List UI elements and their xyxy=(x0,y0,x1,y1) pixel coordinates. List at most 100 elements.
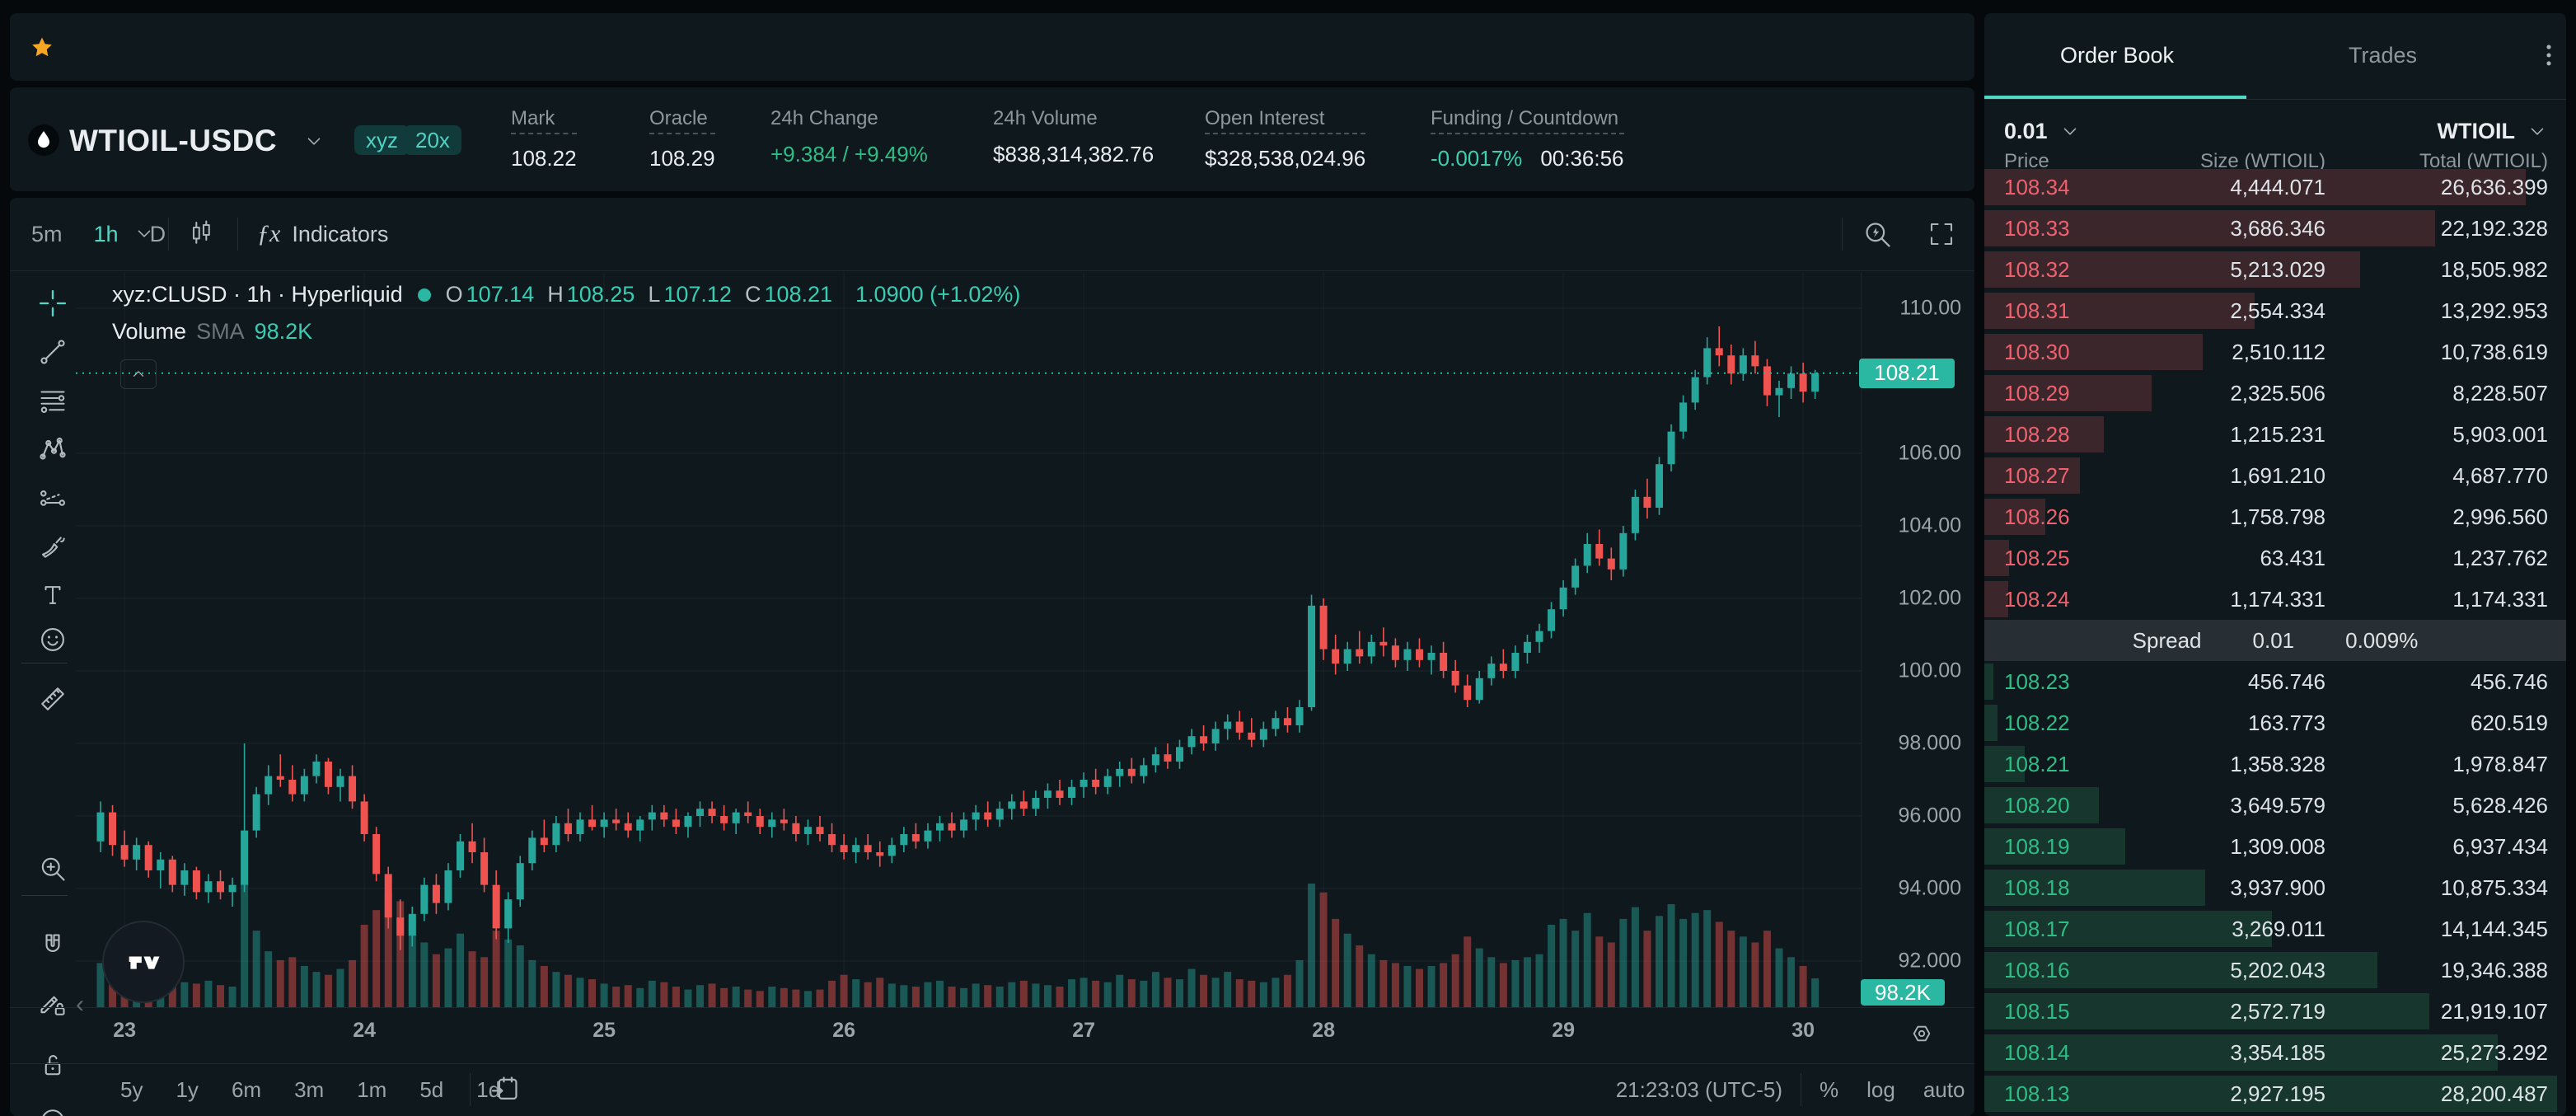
volume-tag: 98.2K xyxy=(1861,979,1945,1006)
bid-row[interactable]: 108.14 3,354.185 25,273.292 xyxy=(1984,1032,2566,1073)
bid-row[interactable]: 108.17 3,269.011 14,144.345 xyxy=(1984,908,2566,950)
stat-value: +9.384 / +9.49% xyxy=(770,142,928,166)
interval-5m[interactable]: 5m xyxy=(31,221,63,246)
favorite-star-icon[interactable] xyxy=(30,35,54,60)
collapse-toolbar-arrow[interactable]: ‹ xyxy=(76,991,84,1018)
leverage-badge[interactable]: 20x xyxy=(404,125,461,155)
total-cell: 620.519 xyxy=(2471,710,2548,735)
tick-size-select[interactable]: 0.01 xyxy=(2004,112,2081,150)
candlestick-chart[interactable] xyxy=(76,272,1861,1007)
indicators-label: Indicators xyxy=(292,221,389,246)
ask-row[interactable]: 108.28 1,215.231 5,903.001 xyxy=(1984,414,2566,455)
price-cell: 108.21 xyxy=(2004,751,2070,776)
price-cell: 108.26 xyxy=(2004,504,2070,529)
divider xyxy=(21,895,68,896)
price-cell: 108.20 xyxy=(2004,792,2070,818)
series-title[interactable]: xyz:CLUSD · 1h · Hyperliquid xyxy=(112,282,403,307)
time-tick: 23 xyxy=(113,1019,136,1042)
flash-search-icon[interactable] xyxy=(1862,219,1894,251)
range-3m[interactable]: 3m xyxy=(294,1076,325,1102)
bid-row[interactable]: 108.18 3,937.900 10,875.334 xyxy=(1984,867,2566,908)
price-cell: 108.33 xyxy=(2004,215,2070,241)
emoji-icon[interactable] xyxy=(25,620,81,659)
bid-row[interactable]: 108.21 1,358.328 1,978.847 xyxy=(1984,743,2566,785)
collapse-legend-button[interactable] xyxy=(120,359,157,389)
projection-icon[interactable] xyxy=(25,478,81,518)
scale-%[interactable]: % xyxy=(1820,1076,1839,1102)
asset-select[interactable]: WTIOIL xyxy=(2438,112,2548,150)
symbol-title[interactable]: WTIOIL-USDC xyxy=(69,124,278,157)
fullscreen-icon[interactable] xyxy=(1927,219,1956,249)
range-5y[interactable]: 5y xyxy=(120,1076,143,1102)
ask-row[interactable]: 108.27 1,691.210 4,687.770 xyxy=(1984,455,2566,496)
bid-row[interactable]: 108.13 2,927.195 28,200.487 xyxy=(1984,1073,2566,1114)
stat-value: $838,314,382.76 xyxy=(993,142,1155,166)
ask-row[interactable]: 108.32 5,213.029 18,505.982 xyxy=(1984,249,2566,290)
size-cell: 163.773 xyxy=(2248,710,2325,735)
clock[interactable]: 21:23:03 (UTC-5) xyxy=(1616,1063,1782,1116)
chevron-down-icon[interactable] xyxy=(303,130,325,152)
trend-line-icon[interactable] xyxy=(25,332,81,372)
bid-row[interactable]: 108.19 1,309.008 6,937.434 xyxy=(1984,826,2566,867)
stat-funding-countdown: Funding / Countdown -0.0017% 00:36:56 xyxy=(1431,107,1624,171)
ruler-icon[interactable] xyxy=(25,679,81,719)
range-1m[interactable]: 1m xyxy=(357,1076,387,1102)
interval-D[interactable]: D xyxy=(149,221,166,246)
ask-row[interactable]: 108.24 1,174.331 1,174.331 xyxy=(1984,579,2566,620)
market-status-dot-icon xyxy=(417,288,431,302)
xabcd-pattern-icon[interactable] xyxy=(25,429,81,469)
asks-list: 108.34 4,444.071 26,636.399 108.33 3,686.346… xyxy=(1984,166,2566,620)
total-cell: 1,174.331 xyxy=(2452,586,2548,612)
bid-row[interactable]: 108.23 456.746 456.746 xyxy=(1984,661,2566,702)
tab-order-book[interactable]: Order Book xyxy=(2060,43,2175,68)
magnet-icon[interactable] xyxy=(25,926,81,966)
tab-trades[interactable]: Trades xyxy=(2349,43,2418,68)
depth-bar xyxy=(1984,911,2272,947)
price-tick: 110.00 xyxy=(1899,296,1961,320)
chevron-down-icon[interactable] xyxy=(133,223,155,244)
fib-lines-icon[interactable] xyxy=(25,381,81,420)
size-cell: 2,572.719 xyxy=(2230,998,2325,1024)
eye-icon[interactable] xyxy=(25,1101,81,1116)
ask-row[interactable]: 108.33 3,686.346 22,192.328 xyxy=(1984,208,2566,249)
interval-1h[interactable]: 1h xyxy=(93,221,119,246)
total-cell: 28,200.487 xyxy=(2440,1081,2548,1106)
fx-icon: ƒx xyxy=(257,220,281,247)
ask-row[interactable]: 108.26 1,758.798 2,996.560 xyxy=(1984,496,2566,537)
ask-row[interactable]: 108.30 2,510.112 10,738.619 xyxy=(1984,331,2566,373)
bid-row[interactable]: 108.16 5,202.043 19,346.388 xyxy=(1984,950,2566,991)
change-value: 1.0900 (+1.02%) xyxy=(855,282,1021,307)
time-tick: 25 xyxy=(592,1019,616,1042)
text-icon[interactable] xyxy=(25,575,81,615)
scale-log[interactable]: log xyxy=(1866,1076,1895,1102)
ask-row[interactable]: 108.31 2,554.334 13,292.953 xyxy=(1984,290,2566,331)
bid-row[interactable]: 108.20 3,649.579 5,628.426 xyxy=(1984,785,2566,826)
range-5d[interactable]: 5d xyxy=(419,1076,444,1102)
candle-style-icon[interactable] xyxy=(186,218,216,247)
indicators-button[interactable]: ƒx Indicators xyxy=(257,198,388,270)
draw-lock-icon[interactable] xyxy=(25,984,81,1024)
kebab-menu-icon[interactable] xyxy=(2535,41,2563,69)
symbol-header: WTIOIL-USDC xyz 20x Mark 108.22 Oracle 108.… xyxy=(10,87,1974,191)
ask-row[interactable]: 108.25 63.431 1,237.762 xyxy=(1984,537,2566,579)
stat-label: Funding / Countdown xyxy=(1431,107,1624,134)
range-1d[interactable]: 1d xyxy=(476,1076,501,1102)
price-tick: 102.00 xyxy=(1898,586,1961,610)
bid-row[interactable]: 108.15 2,572.719 21,919.107 xyxy=(1984,991,2566,1032)
depth-bar xyxy=(1984,746,2025,782)
unlock-icon[interactable] xyxy=(25,1045,81,1085)
bid-row[interactable]: 108.22 163.773 620.519 xyxy=(1984,702,2566,743)
crosshair-icon[interactable] xyxy=(25,284,81,323)
scale-auto[interactable]: auto xyxy=(1923,1076,1965,1102)
volume-label[interactable]: Volume xyxy=(112,319,187,344)
range-1y[interactable]: 1y xyxy=(176,1076,199,1102)
stat-24h-volume: 24h Volume $838,314,382.76 xyxy=(993,107,1154,167)
range-6m[interactable]: 6m xyxy=(231,1076,262,1102)
ask-row[interactable]: 108.34 4,444.071 26,636.399 xyxy=(1984,166,2566,208)
calendar-goto-icon[interactable] xyxy=(489,1073,521,1104)
divider xyxy=(237,218,238,251)
ask-row[interactable]: 108.29 2,325.506 8,228.507 xyxy=(1984,373,2566,414)
price-scale-settings-icon[interactable] xyxy=(1909,1020,1935,1047)
zoom-in-icon[interactable] xyxy=(25,849,81,889)
brush-icon[interactable] xyxy=(25,527,81,566)
